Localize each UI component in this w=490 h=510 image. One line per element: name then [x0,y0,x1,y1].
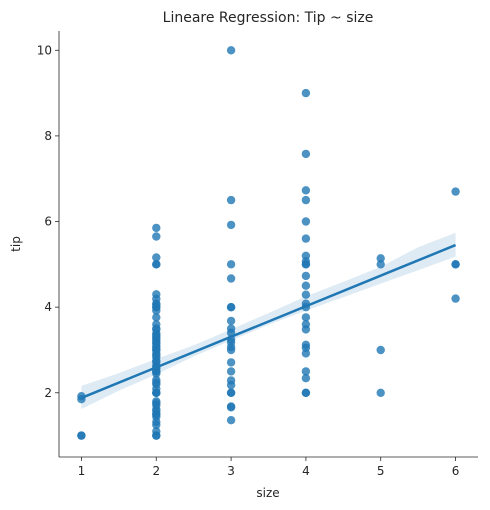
regression-line [80,243,457,400]
scatter-point [226,324,236,333]
axes-layer [58,31,478,458]
x-axis-label: size [256,486,279,500]
scatter-point [226,376,236,385]
scatter-point [301,195,311,205]
y-ticks-layer: 2 4 6 8 10 [37,43,59,400]
y-tick-label: 4 [44,300,52,314]
scatter-point [301,367,311,376]
x-tick-label: 3 [227,464,235,478]
scatter-point [226,358,236,367]
y-tick-label: 6 [44,215,52,229]
y-tick-label: 8 [44,129,52,143]
scatter-point [77,431,86,440]
x-ticks-layer: 1 2 3 4 5 6 [78,457,460,478]
scatter-point [376,254,385,263]
scatter-point [152,223,161,233]
x-tick-label: 1 [78,464,86,478]
y-tick-label: 10 [37,43,52,57]
scatter-point [226,260,236,269]
scatter-point [451,187,460,196]
scatter-point [152,313,161,322]
scatter-point [301,313,311,322]
scatter-point [152,260,161,269]
scatter-point [376,388,385,397]
scatter-point [301,251,311,260]
scatter-point [301,320,311,329]
y-axis-label: tip [9,236,23,252]
scatter-point [152,290,161,299]
scatter-point [376,345,385,355]
scatter-point [451,260,460,269]
scatter-point [301,374,311,383]
scatter-point [152,375,161,385]
scatter-point [226,402,236,411]
scatter-point [301,340,311,349]
scatter-point [301,217,311,226]
scatter-point [226,195,236,205]
scatter-point [226,388,236,397]
scatter-point [301,281,311,290]
scatter-point [376,260,385,269]
scatter-point [301,388,311,397]
y-tick-label: 2 [44,386,52,400]
scatter-point [152,397,161,406]
x-tick-label: 5 [377,464,385,478]
x-tick-label: 6 [452,464,460,478]
scatter-point [301,271,311,281]
scatter-point [152,253,161,262]
scatter-point [301,290,311,299]
scatter-point [226,367,236,376]
scatter-points-layer [77,46,460,440]
x-tick-label: 4 [302,464,310,478]
scatter-point [226,220,236,230]
scatter-point [152,232,161,241]
scatter-point [152,320,161,329]
scatter-point [226,303,236,312]
scatter-point [301,149,311,159]
scatter-point [226,416,236,425]
regression-line-layer [80,243,457,400]
scatter-point [301,234,311,243]
scatter-point [226,274,236,283]
x-tick-label: 2 [152,464,160,478]
chart-title: Lineare Regression: Tip ~ size [163,10,374,26]
scatter-point [451,294,460,303]
scatter-point [152,427,161,436]
scatter-point [226,316,236,326]
scatter-point [301,88,311,98]
scatter-point [226,46,236,55]
scatter-point [301,186,311,195]
